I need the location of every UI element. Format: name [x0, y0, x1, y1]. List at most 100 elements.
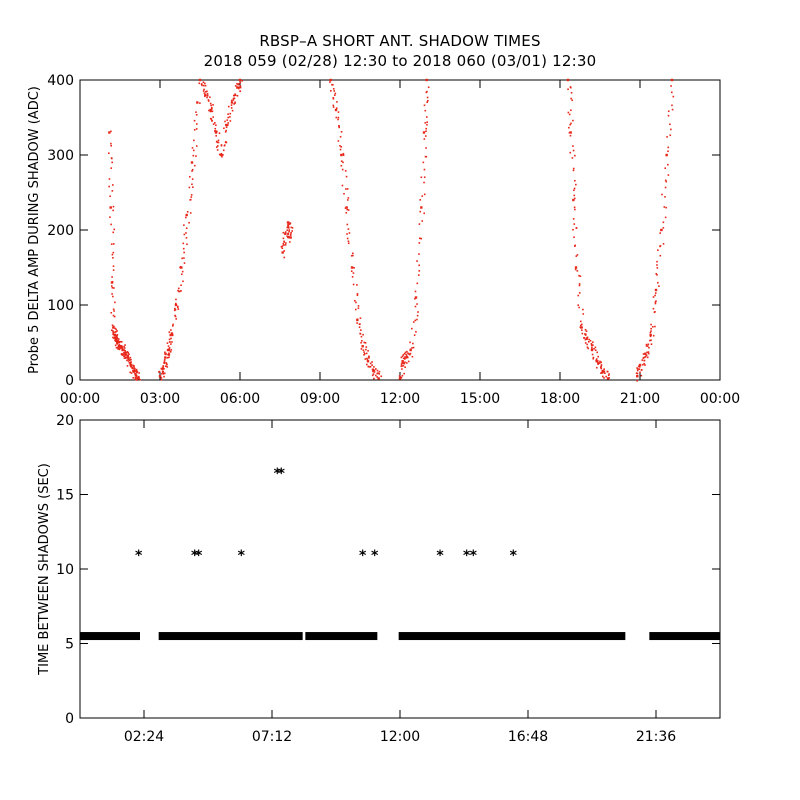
data-point: [238, 78, 242, 82]
data-point: [286, 229, 289, 231]
data-point: [572, 119, 574, 122]
data-point: [114, 336, 116, 339]
data-point: [652, 307, 655, 310]
data-point: [112, 256, 114, 259]
data-point: [664, 196, 666, 198]
data-point: [409, 348, 412, 351]
data-point: [575, 183, 577, 186]
data-point: [569, 123, 571, 126]
data-point: [111, 280, 114, 283]
data-point: [573, 194, 576, 197]
asterisk-point: *: [238, 548, 246, 564]
data-point: [124, 350, 127, 353]
data-point: [670, 85, 672, 87]
data-point: [174, 303, 178, 307]
data-point: [378, 370, 381, 373]
data-point: [113, 228, 116, 231]
data-point: [226, 119, 229, 121]
data-point: [236, 82, 238, 85]
data-point: [113, 315, 116, 318]
data-point: [584, 338, 587, 341]
data-point: [577, 294, 580, 297]
data-point: [332, 88, 335, 90]
data-point: [568, 131, 571, 134]
data-point: [422, 131, 426, 134]
data-point: [399, 376, 402, 378]
data-point: [352, 252, 354, 255]
data-point: [567, 111, 570, 114]
data-point: [161, 370, 164, 373]
data-point: [161, 371, 164, 374]
data-point: [227, 122, 230, 124]
data-point: [115, 335, 118, 338]
data-point: [214, 130, 216, 132]
data-point: [329, 78, 332, 82]
data-point: [358, 326, 361, 328]
data-point: [110, 144, 113, 147]
data-point: [644, 352, 647, 355]
data-point: [664, 216, 667, 219]
data-point: [570, 91, 573, 94]
x-tick-label: 21:00: [620, 391, 660, 407]
data-point: [282, 242, 285, 245]
chart-subtitle: 2018 059 (02/28) 12:30 to 2018 060 (03/0…: [203, 52, 597, 70]
data-point: [116, 343, 119, 345]
data-point: [177, 289, 179, 292]
data-point: [364, 342, 367, 344]
data-point: [284, 244, 287, 246]
data-point: [136, 377, 139, 380]
data-point: [127, 352, 130, 354]
data-point: [212, 116, 215, 118]
data-point: [650, 323, 652, 326]
data-point: [287, 225, 289, 227]
asterisk-point: *: [278, 466, 286, 482]
data-point: [664, 179, 667, 182]
data-point: [636, 372, 639, 375]
data-point: [198, 78, 202, 82]
data-point: [121, 346, 124, 349]
data-point: [118, 341, 120, 344]
data-point: [107, 152, 110, 155]
data-point: [126, 355, 129, 358]
data-point: [650, 327, 652, 330]
data-point: [183, 257, 185, 259]
data-point: [124, 357, 127, 359]
data-point: [567, 88, 569, 91]
data-point: [135, 375, 138, 378]
x-tick-label: 07:12: [252, 729, 292, 745]
data-point: [133, 365, 135, 367]
data-point: [654, 302, 657, 305]
data-point: [171, 325, 174, 327]
data-point: [418, 270, 421, 272]
data-point: [227, 124, 229, 126]
amplitude-panel: 0 100 200 300 400 00:00 03:00 06:00 09:00 12:00 15…: [27, 73, 740, 407]
data-point: [343, 192, 345, 195]
data-point: [409, 353, 411, 356]
data-point: [642, 353, 645, 355]
data-point: [353, 299, 356, 302]
data-point: [211, 108, 213, 110]
data-point: [572, 198, 575, 202]
data-point: [573, 197, 576, 200]
data-point: [655, 300, 657, 302]
data-point: [214, 131, 218, 134]
data-point: [195, 123, 198, 125]
data-point: [129, 356, 132, 359]
data-point: [110, 311, 113, 314]
data-point: [227, 105, 230, 108]
data-point: [659, 245, 661, 248]
scatter-series: [158, 101, 201, 381]
data-point: [375, 368, 377, 370]
data-point: [659, 254, 662, 257]
data-point: [362, 333, 364, 336]
data-point: [195, 155, 197, 157]
data-point: [657, 249, 659, 251]
data-point: [110, 285, 113, 287]
data-point: [569, 134, 572, 137]
data-point: [127, 354, 130, 357]
data-point: [116, 330, 118, 332]
data-point: [232, 97, 235, 100]
data-point: [177, 308, 180, 310]
data-point: [425, 130, 427, 132]
data-point: [661, 229, 663, 231]
